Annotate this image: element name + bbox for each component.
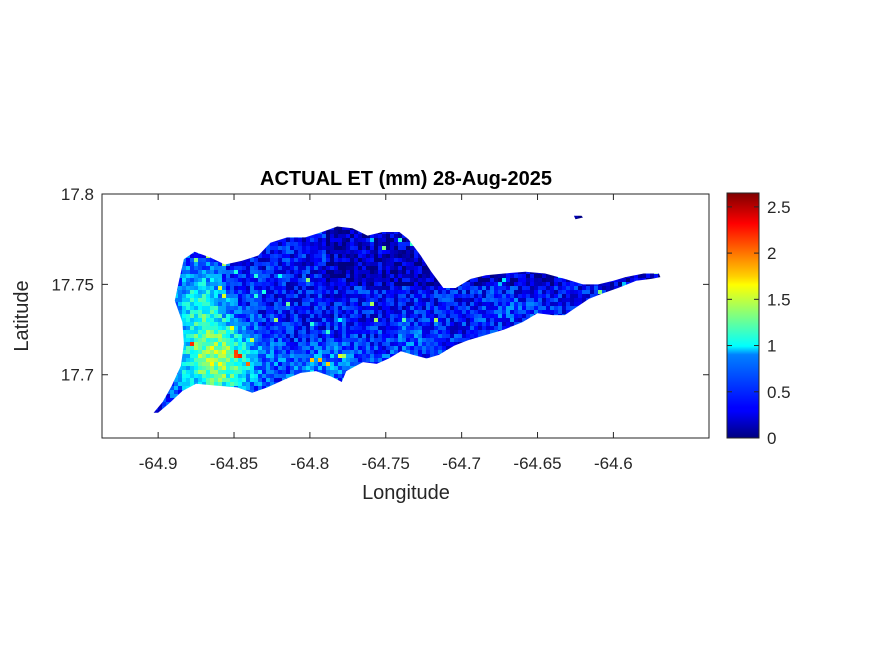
colorbar-tick-label: 0 bbox=[767, 429, 776, 448]
y-tick-label: 17.8 bbox=[61, 185, 94, 204]
colorbar-tick-label: 0.5 bbox=[767, 383, 791, 402]
colorbar: 0 0.5 1 1.5 2 2.5 bbox=[726, 192, 791, 448]
y-tick-label: 17.75 bbox=[51, 275, 94, 294]
x-tick-label: -64.8 bbox=[291, 454, 330, 473]
x-tick-label: -64.9 bbox=[139, 454, 178, 473]
x-tick-label: -64.75 bbox=[362, 454, 410, 473]
x-axis-label: Longitude bbox=[362, 482, 450, 504]
chart-title: ACTUAL ET (mm) 28-Aug-2025 bbox=[260, 168, 552, 190]
colorbar-tick-label: 2 bbox=[767, 244, 776, 263]
axis-ticks: -64.9 -64.85 -64.8 -64.75 -64.7 -64.65 -64.6 17… bbox=[51, 185, 709, 473]
y-tick-label: 17.7 bbox=[61, 366, 94, 385]
colorbar-gradient bbox=[726, 192, 760, 439]
x-tick-label: -64.65 bbox=[513, 454, 561, 473]
colorbar-tick-label: 2.5 bbox=[767, 198, 791, 217]
x-tick-label: -64.6 bbox=[594, 454, 633, 473]
y-axis-label: Latitude bbox=[11, 280, 33, 351]
x-tick-label: -64.7 bbox=[442, 454, 481, 473]
x-tick-label: -64.85 bbox=[210, 454, 258, 473]
colorbar-ticks: 0 0.5 1 1.5 2 2.5 bbox=[727, 198, 791, 448]
colorbar-tick-label: 1 bbox=[767, 337, 776, 356]
colorbar-tick-label: 1.5 bbox=[767, 290, 791, 309]
